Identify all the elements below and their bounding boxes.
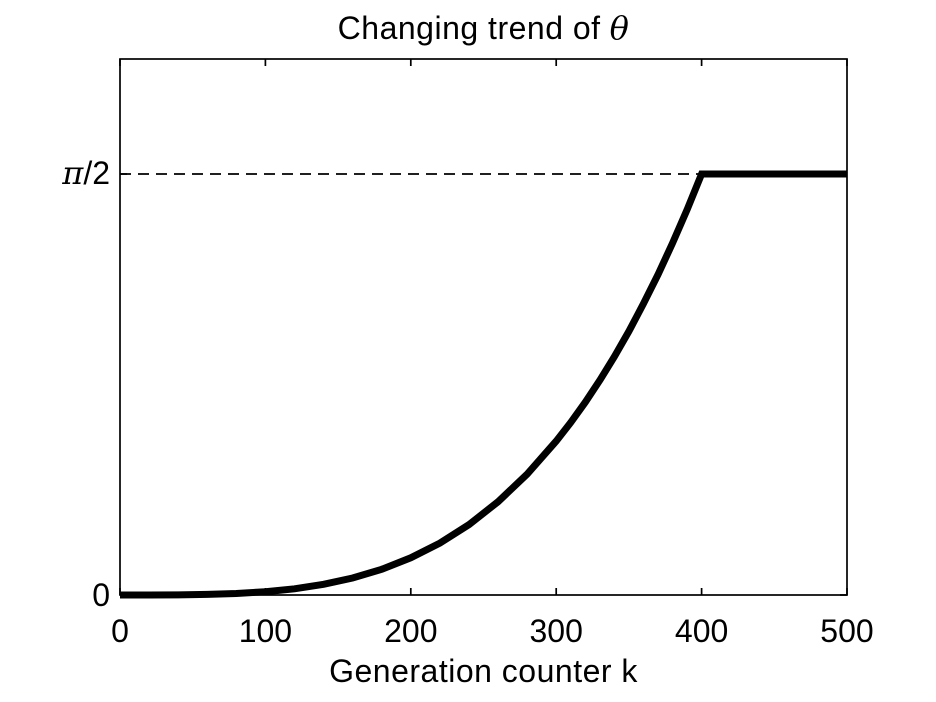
plot-box (119, 58, 848, 596)
xtick-label-300: 300 (529, 613, 583, 649)
xtick-label-400: 400 (674, 613, 729, 649)
xtick-label-500: 500 (820, 613, 874, 649)
ytick-label-0: 0 (92, 577, 110, 613)
pi-denominator: /2 (83, 155, 110, 191)
pi-symbol: π (62, 154, 84, 192)
xtick-label-200: 200 (384, 613, 438, 649)
ytick-label-pi2: π/2 (0, 155, 110, 191)
chart-title: Changing trend of θ (120, 9, 847, 47)
xtick-label-0: 0 (111, 613, 129, 649)
xtick-label-100: 100 (238, 613, 293, 649)
x-axis-label: Generation counter k (329, 653, 638, 689)
chart-title-text: Changing trend of (337, 10, 601, 46)
curve-theta (120, 170, 847, 599)
theta-symbol: θ (609, 9, 630, 47)
